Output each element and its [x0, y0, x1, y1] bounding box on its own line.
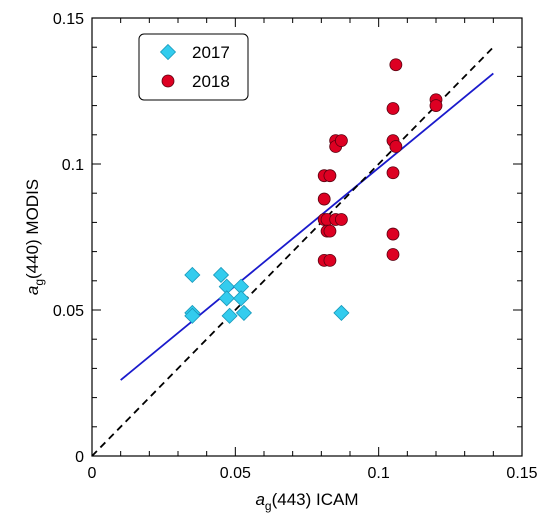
- legend-marker-2018: [161, 74, 175, 88]
- y-axis-title: ag(440) MODIS: [23, 179, 46, 295]
- x-axis-title-sub: g: [265, 499, 272, 513]
- point-2018: [429, 99, 443, 112]
- x-axis-title: ag(443) ICAM: [255, 490, 358, 513]
- axis-ticks: [91, 17, 523, 457]
- fit-lines: [91, 46, 494, 457]
- x-axis-title-var: a: [255, 490, 264, 509]
- point-2017: [184, 307, 201, 324]
- point-2018: [386, 166, 400, 180]
- x-tick-label: 0.15: [506, 465, 537, 482]
- y-axis-title-sub: g: [32, 279, 46, 286]
- data-points: [184, 58, 443, 324]
- x-axis-title-rest: (443) ICAM: [272, 490, 359, 509]
- point-2017: [333, 304, 350, 321]
- point-2018: [334, 213, 348, 226]
- point-2017: [235, 304, 252, 321]
- y-tick-label: 0: [75, 449, 84, 466]
- legend-label-2017: 2017: [192, 43, 230, 62]
- point-2018: [389, 58, 403, 72]
- point-2018: [317, 192, 331, 206]
- y-tick-label: 0.1: [62, 157, 84, 174]
- point-2017: [218, 290, 235, 307]
- point-2017: [233, 290, 250, 307]
- y-tick-label: 0.15: [53, 11, 84, 28]
- x-tick-label: 0.1: [368, 465, 390, 482]
- legend-label-2018: 2018: [192, 72, 230, 91]
- y-tick-label: 0.05: [53, 303, 84, 320]
- plot-frame: [91, 17, 523, 457]
- x-tick-label: 0: [88, 465, 97, 482]
- point-2017: [184, 266, 201, 284]
- point-2017: [212, 266, 230, 284]
- point-2018: [334, 134, 348, 148]
- legend: 2017 2018: [138, 33, 249, 101]
- legend-marker-2017: [159, 43, 177, 61]
- point-2018: [323, 169, 337, 183]
- y-axis-title-rest: (440) MODIS: [23, 179, 42, 279]
- point-2018: [323, 224, 337, 238]
- point-2018: [386, 102, 400, 115]
- point-2018: [386, 227, 400, 241]
- x-tick-label: 0.05: [220, 465, 251, 482]
- point-2018: [389, 140, 403, 153]
- axis-tick-labels: 0 0.05 0.1 0.15 0 0.05 0.1 0.15: [53, 11, 538, 482]
- point-2018: [323, 253, 337, 267]
- point-2017: [221, 307, 238, 324]
- point-2018: [386, 248, 400, 261]
- y-axis-title-var: a: [23, 286, 42, 295]
- regression-line: [120, 72, 494, 381]
- plot-area: [91, 17, 523, 457]
